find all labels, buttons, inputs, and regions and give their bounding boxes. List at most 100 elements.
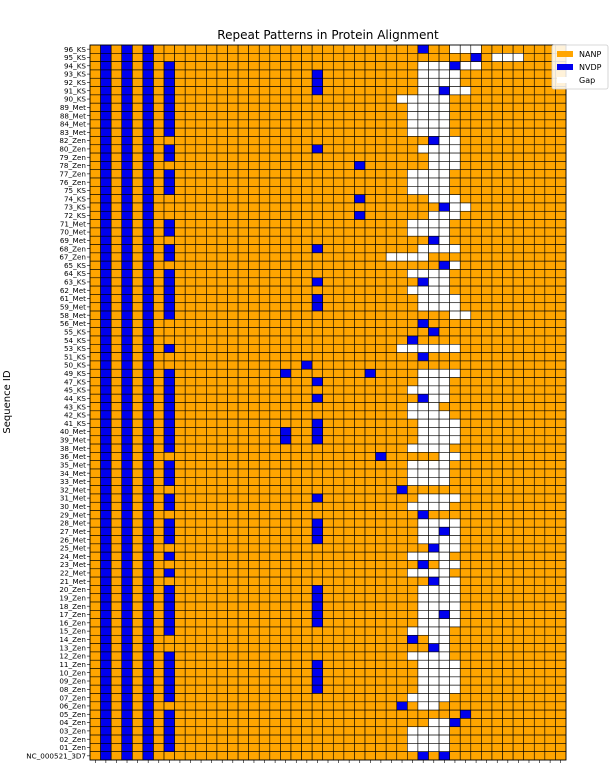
y-tick-label: 61_Met bbox=[60, 294, 86, 303]
heatmap-cell bbox=[195, 643, 207, 653]
heatmap-cell bbox=[132, 310, 144, 320]
heatmap-cell bbox=[290, 601, 302, 611]
heatmap-cell bbox=[544, 343, 556, 353]
heatmap-cell bbox=[523, 219, 535, 229]
heatmap-cell bbox=[512, 227, 524, 237]
heatmap-cell bbox=[491, 260, 503, 270]
heatmap-cell bbox=[459, 360, 472, 370]
heatmap-cell bbox=[375, 302, 387, 312]
heatmap-cell bbox=[258, 709, 271, 719]
heatmap-cell bbox=[163, 535, 175, 545]
heatmap-cell bbox=[407, 427, 419, 437]
heatmap-cell bbox=[110, 202, 123, 212]
heatmap-cell bbox=[258, 626, 271, 636]
heatmap-cell bbox=[396, 227, 408, 237]
heatmap-cell bbox=[481, 526, 493, 536]
heatmap-cell bbox=[301, 194, 313, 204]
heatmap-cell bbox=[153, 560, 165, 570]
heatmap-cell bbox=[89, 751, 101, 761]
heatmap-cell bbox=[544, 210, 556, 220]
heatmap-cell bbox=[332, 244, 345, 254]
heatmap-cell bbox=[216, 543, 228, 553]
heatmap-cell bbox=[491, 452, 503, 461]
heatmap-cell bbox=[311, 668, 324, 678]
heatmap-cell bbox=[332, 169, 345, 179]
heatmap-cell bbox=[533, 393, 546, 403]
heatmap-cell bbox=[184, 161, 197, 171]
heatmap-cell bbox=[512, 310, 524, 320]
heatmap-cell bbox=[301, 535, 313, 545]
heatmap-cell bbox=[396, 44, 408, 54]
heatmap-cell bbox=[163, 235, 175, 245]
heatmap-cell bbox=[237, 94, 249, 104]
heatmap-cell bbox=[449, 726, 461, 736]
heatmap-cell bbox=[491, 443, 503, 453]
heatmap-cell bbox=[100, 252, 112, 262]
heatmap-cell bbox=[110, 435, 123, 445]
heatmap-cell bbox=[396, 144, 408, 154]
heatmap-cell bbox=[248, 352, 260, 362]
y-tick-label: 22_Met bbox=[60, 569, 86, 578]
heatmap-cell bbox=[385, 659, 398, 669]
heatmap-cell bbox=[280, 285, 292, 295]
heatmap-cell bbox=[385, 252, 398, 262]
heatmap-cell bbox=[89, 668, 101, 678]
heatmap-cell bbox=[227, 393, 239, 403]
heatmap-cell bbox=[322, 651, 334, 661]
heatmap-cell bbox=[385, 618, 398, 628]
heatmap-cell bbox=[544, 726, 556, 736]
heatmap-cell bbox=[523, 69, 535, 79]
heatmap-cell bbox=[364, 393, 376, 403]
heatmap-cell bbox=[110, 684, 123, 694]
heatmap-cell bbox=[184, 260, 197, 270]
heatmap-cell bbox=[290, 468, 302, 478]
heatmap-cell bbox=[311, 77, 324, 87]
heatmap-cell bbox=[533, 718, 546, 728]
heatmap-cell bbox=[491, 610, 503, 619]
heatmap-cell bbox=[206, 402, 218, 412]
heatmap-cell bbox=[544, 510, 556, 520]
heatmap-cell bbox=[322, 518, 334, 528]
heatmap-cell bbox=[184, 601, 197, 611]
heatmap-cell bbox=[227, 111, 239, 121]
heatmap-cell bbox=[354, 310, 366, 320]
heatmap-cell bbox=[417, 53, 429, 62]
heatmap-cell bbox=[375, 335, 387, 345]
heatmap-cell bbox=[258, 77, 271, 87]
heatmap-cell bbox=[544, 576, 556, 586]
heatmap-cell bbox=[110, 44, 123, 54]
heatmap-cell bbox=[311, 610, 324, 619]
heatmap-cell bbox=[100, 368, 112, 378]
heatmap-cell bbox=[555, 202, 567, 212]
heatmap-cell bbox=[470, 477, 482, 486]
heatmap-cell bbox=[417, 285, 429, 295]
heatmap-cell bbox=[121, 743, 133, 752]
heatmap-cell bbox=[301, 726, 313, 736]
heatmap-cell bbox=[332, 235, 345, 245]
heatmap-cell bbox=[332, 127, 345, 137]
heatmap-cell bbox=[322, 634, 334, 644]
heatmap-cell bbox=[216, 518, 228, 528]
heatmap-cell bbox=[206, 427, 218, 437]
heatmap-cell bbox=[470, 285, 482, 295]
heatmap-cell bbox=[174, 585, 186, 595]
heatmap-cell bbox=[364, 634, 376, 644]
heatmap-cell bbox=[375, 510, 387, 520]
heatmap-cell bbox=[258, 452, 271, 461]
heatmap-cell bbox=[132, 676, 144, 686]
heatmap-cell bbox=[142, 701, 154, 711]
heatmap-cell bbox=[216, 468, 228, 478]
heatmap-cell bbox=[555, 543, 567, 553]
heatmap-cell bbox=[311, 468, 324, 478]
heatmap-cell bbox=[301, 94, 313, 104]
heatmap-cell bbox=[89, 136, 101, 146]
heatmap-cell bbox=[449, 177, 461, 187]
heatmap-cell bbox=[280, 643, 292, 653]
y-tick-label: 65_KS bbox=[64, 261, 86, 270]
heatmap-cell bbox=[428, 452, 440, 461]
heatmap-cell bbox=[512, 335, 524, 345]
heatmap-cell bbox=[216, 377, 228, 387]
heatmap-cell bbox=[322, 477, 334, 486]
heatmap-cell bbox=[470, 277, 482, 287]
heatmap-cell bbox=[332, 302, 345, 312]
